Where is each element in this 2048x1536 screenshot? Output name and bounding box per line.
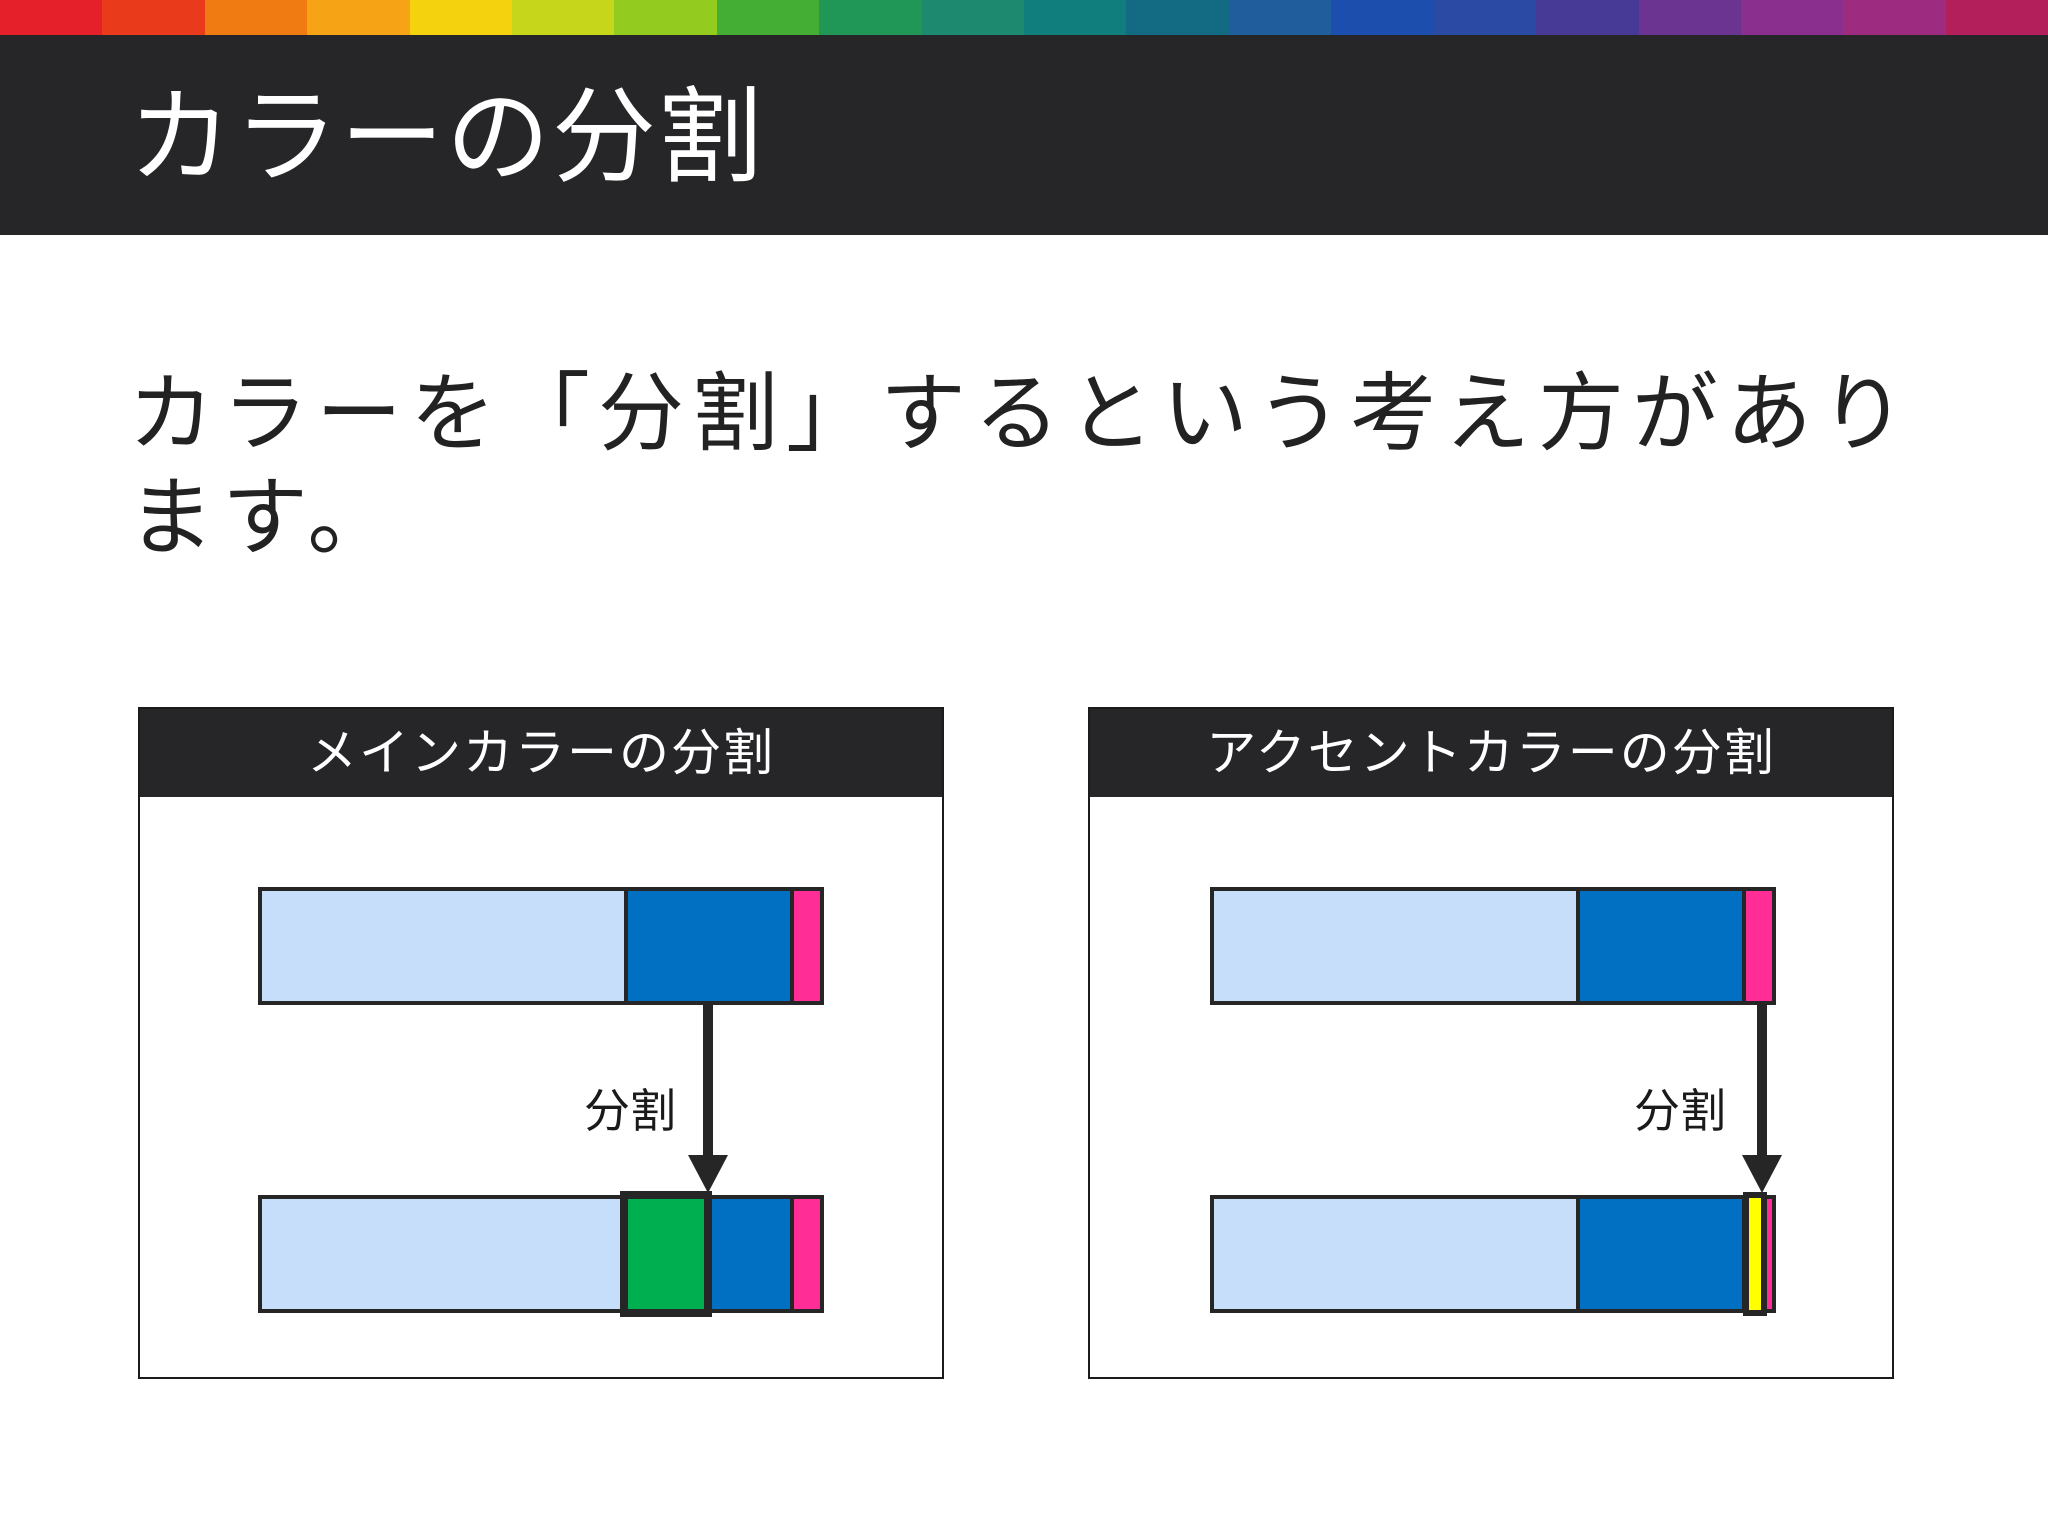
rainbow-segment [1843, 0, 1946, 35]
accent-color-segment [790, 887, 824, 1005]
main-color-segment [1576, 887, 1746, 1005]
rainbow-segment [204, 0, 308, 35]
panel-header: メインカラーの分割 [140, 709, 942, 797]
rainbow-segment [1331, 0, 1434, 35]
split-label: 分割 [1634, 1084, 1726, 1138]
split-color-bar [1210, 1192, 1776, 1316]
rainbow-segment [819, 0, 922, 35]
rainbow-segment [1024, 0, 1127, 35]
main-color-split-panel: メインカラーの分割 分割 [138, 707, 944, 1379]
rainbow-segment [1126, 0, 1229, 35]
accent-color-segment [1742, 887, 1776, 1005]
slide-header: カラーの分割 [0, 35, 2048, 235]
rainbow-segment [1740, 0, 1844, 35]
base-color-segment [1210, 887, 1580, 1005]
main-color-segment [1576, 1195, 1746, 1313]
rainbow-segment [716, 0, 820, 35]
rainbow-segment [307, 0, 410, 35]
accent-color-split-panel: アクセントカラーの分割 分割 [1088, 707, 1894, 1379]
rainbow-segment [921, 0, 1025, 35]
slide-title: カラーの分割 [128, 76, 765, 198]
accent-color-segment [790, 1195, 824, 1313]
rainbow-segment [1433, 0, 1537, 35]
base-color-segment [258, 1195, 626, 1313]
split-arrow [688, 1003, 728, 1193]
rainbow-segment [614, 0, 717, 35]
panel-title: メインカラーの分割 [307, 724, 775, 782]
rainbow-segment [1945, 0, 2048, 35]
rainbow-segment [1536, 0, 1639, 35]
body-text: カラーを「分割」するという考え方があります。 [128, 364, 1914, 568]
panel-title: アクセントカラーの分割 [1206, 724, 1776, 782]
main-split-diagram: 分割 [258, 887, 824, 1317]
main-color-segment [624, 887, 794, 1005]
rainbow-segment [512, 0, 615, 35]
split-color-bar [258, 1191, 824, 1317]
main-color-segment [706, 1195, 794, 1313]
rainbow-segment [1228, 0, 1332, 35]
split-label: 分割 [584, 1084, 676, 1138]
rainbow-segment [409, 0, 513, 35]
base-color-segment [258, 887, 628, 1005]
original-color-bar [258, 887, 824, 1005]
accent-split-diagram: 分割 [1210, 887, 1782, 1316]
split-yellow-segment [1743, 1192, 1767, 1316]
rainbow-stripe [0, 0, 2048, 35]
panel-header: アクセントカラーの分割 [1090, 709, 1892, 797]
original-color-bar [1210, 887, 1776, 1005]
rainbow-segment [0, 0, 103, 35]
rainbow-segment [1638, 0, 1741, 35]
split-arrow [1742, 1003, 1782, 1193]
split-green-segment [620, 1191, 712, 1317]
base-color-segment [1210, 1195, 1580, 1313]
rainbow-segment [102, 0, 205, 35]
